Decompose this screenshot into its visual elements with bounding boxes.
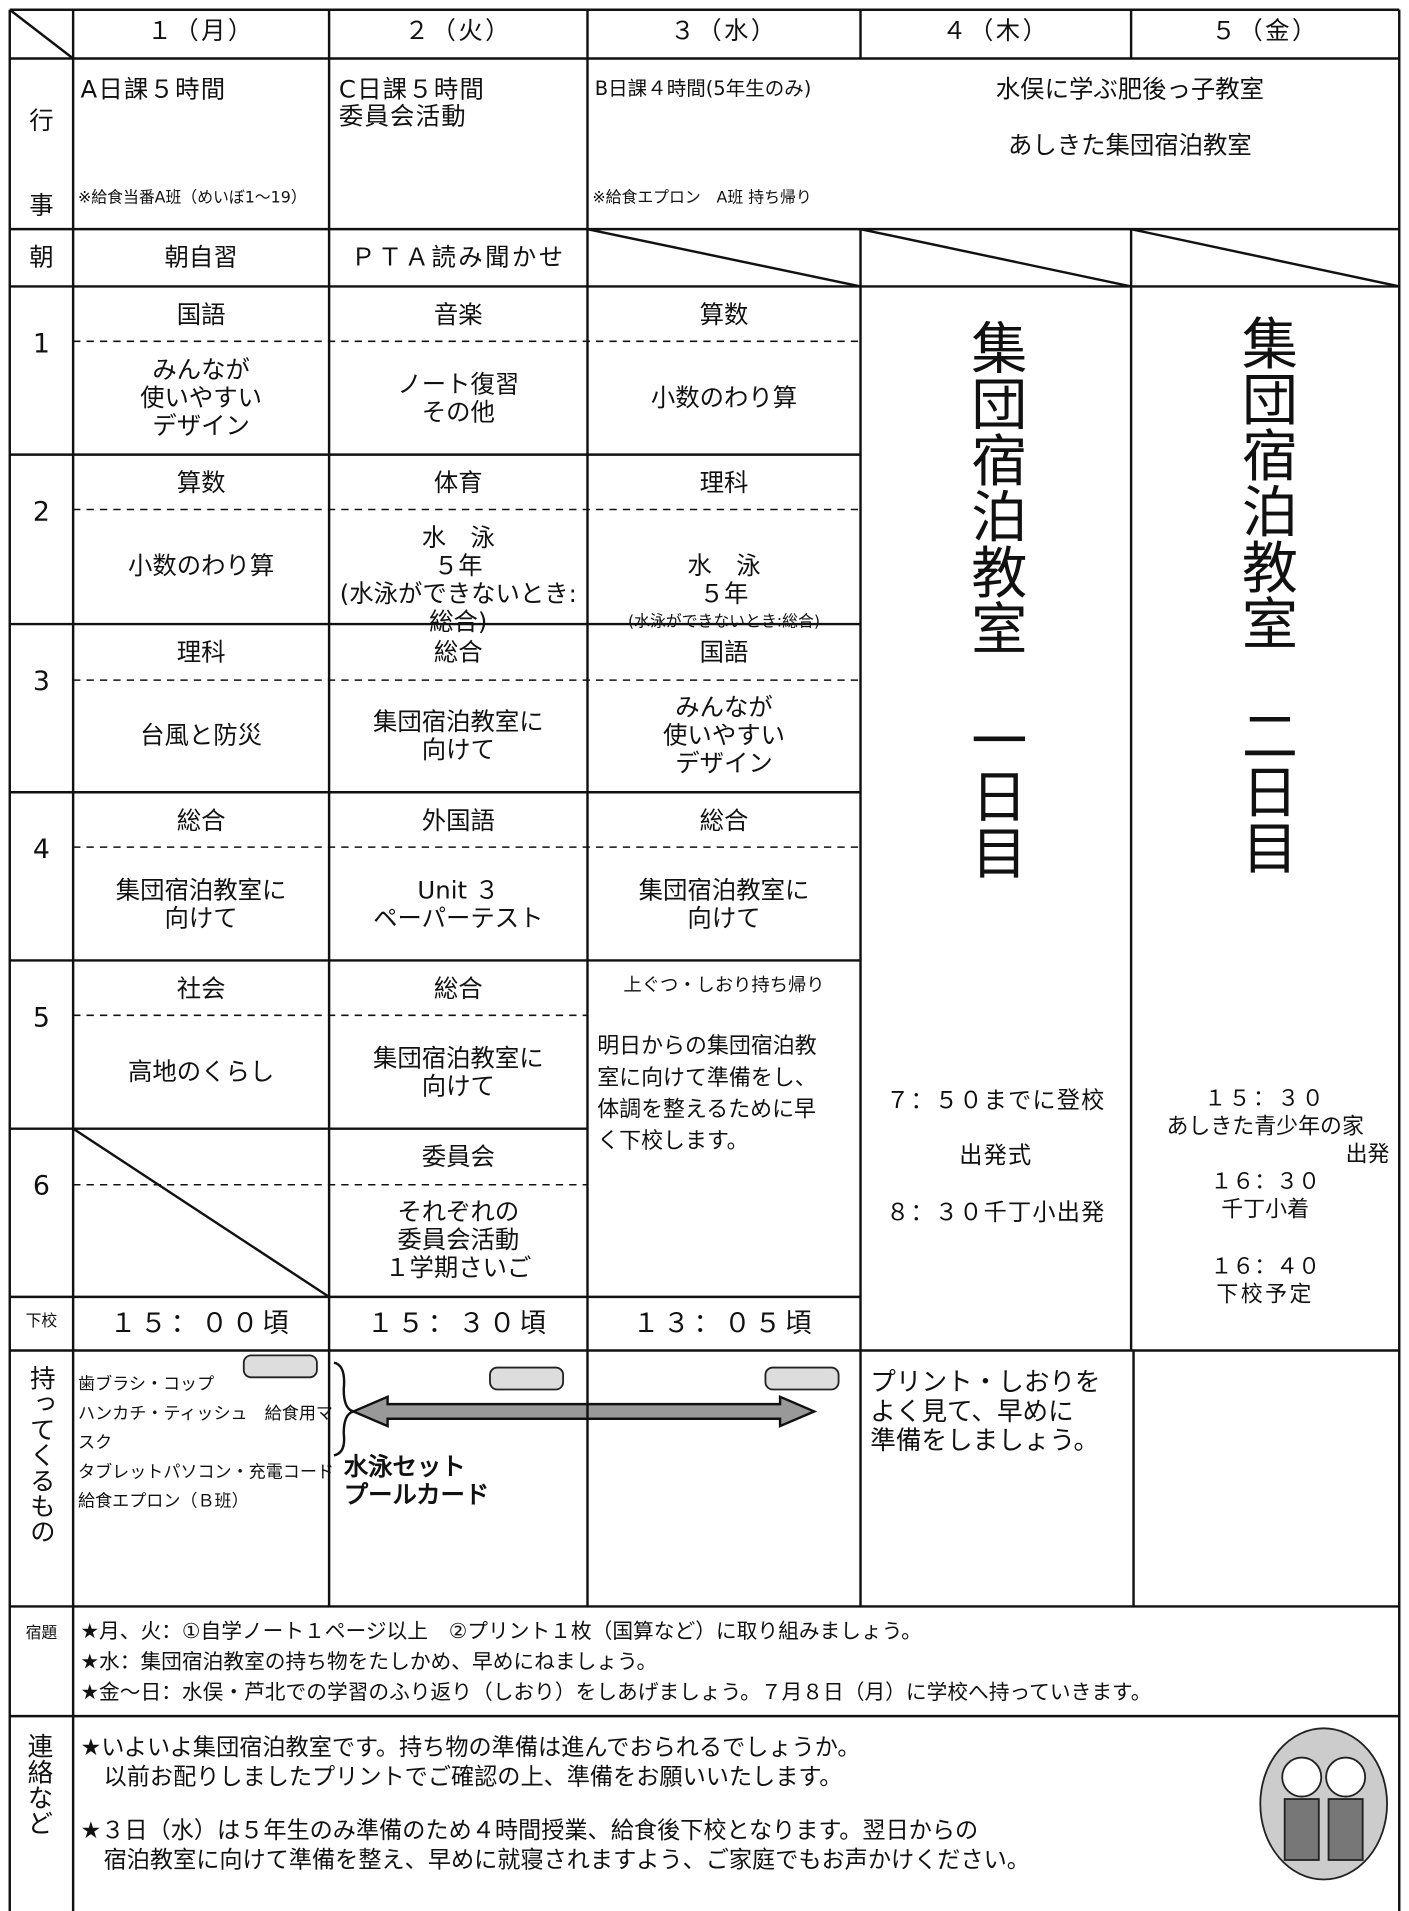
schedule: 千丁小着 bbox=[1221, 1196, 1310, 1223]
cell-text: ＰＴＡ読み聞かせ bbox=[351, 242, 566, 272]
content: 集団宿泊教室に 向けて bbox=[372, 706, 544, 764]
subject: 委員会 bbox=[421, 1142, 495, 1172]
schedule: １６：３０ bbox=[1210, 1168, 1321, 1195]
content: みんなが 使いやすい デザイン bbox=[663, 692, 785, 778]
vertical-title: 集団宿泊教室 二日目 bbox=[1233, 314, 1300, 876]
cell-text: 水泳セット プールカード bbox=[343, 1451, 490, 1509]
row-label: 連絡など bbox=[24, 1733, 54, 1836]
subject: 理科 bbox=[699, 468, 749, 498]
schedule: １６：４０ bbox=[1210, 1254, 1321, 1280]
period-label: 4 bbox=[32, 834, 50, 866]
illustration bbox=[242, 1354, 1388, 1881]
brace bbox=[333, 1361, 354, 1457]
subject: 体育 bbox=[433, 468, 483, 498]
content: 台風と防災 bbox=[140, 720, 263, 750]
period-label: 1 bbox=[32, 329, 50, 360]
cell-text: ★いよいよ集団宿泊教室です。持ち物の準備は進んでおられるでしょうか。 以前お配り… bbox=[80, 1734, 861, 1791]
subject: 算数 bbox=[176, 468, 226, 498]
vertical-title: 集団宿泊教室 一日目 bbox=[962, 319, 1029, 881]
content: みんなが 使いやすい デザイン bbox=[140, 354, 263, 441]
schedule: 下校予定 bbox=[1216, 1282, 1314, 1308]
content: それぞれの 委員会活動 １学期さいご bbox=[385, 1196, 532, 1283]
schedule: 出発 bbox=[1345, 1142, 1390, 1168]
content: 小数のわり算 bbox=[650, 382, 798, 412]
subject: 総合 bbox=[433, 637, 483, 667]
content: 小数のわり算 bbox=[127, 550, 275, 581]
cell-text: 朝自習 bbox=[164, 242, 238, 272]
grid-line bbox=[72, 1127, 330, 1298]
schedule: ７：５０までに登校 bbox=[886, 1087, 1106, 1115]
cell-text: C日課５時間 委員会活動 bbox=[338, 74, 486, 131]
schedule: 出発式 bbox=[959, 1142, 1033, 1169]
subject: 算数 bbox=[699, 299, 749, 330]
row-label: 事 bbox=[29, 190, 54, 220]
cell-text: A日課５時間 bbox=[80, 74, 227, 104]
day-header: ５（金） bbox=[1211, 15, 1319, 46]
cell-text: あしきた集団宿泊教室 bbox=[1007, 130, 1252, 160]
dismissal-time: １５：３０頃 bbox=[366, 1309, 550, 1340]
content: ノート復習 その他 bbox=[397, 368, 520, 426]
subject: 社会 bbox=[176, 973, 226, 1004]
grid-line bbox=[1130, 227, 1400, 288]
subject: 総合 bbox=[433, 973, 483, 1004]
cell-text: ※給食エプロン A班 持ち帰り bbox=[592, 188, 812, 208]
day-header: １（月） bbox=[147, 15, 255, 46]
schedule: １５：３０ bbox=[1204, 1086, 1327, 1112]
content: 高地のくらし bbox=[127, 1056, 275, 1087]
subject: 上ぐつ・しおり持ち帰り bbox=[623, 973, 825, 996]
subject: 外国語 bbox=[421, 805, 495, 835]
content: Unit ３ ペーパーテスト bbox=[373, 874, 544, 932]
content: 集団宿泊教室に 向けて bbox=[115, 874, 287, 932]
grid-line bbox=[9, 8, 74, 60]
grid-line bbox=[860, 227, 1132, 288]
content: 水 泳 ５年 (水泳ができないとき:総合) bbox=[339, 522, 577, 637]
row-label: 朝 bbox=[29, 242, 54, 272]
content: 明日からの集団宿泊教 室に向けて準備をし、 体調を整えるために早 く下校します。 bbox=[597, 1033, 817, 1155]
cell-text: ★水：集団宿泊教室の持ち物をたしかめ、早めにねましょう。 bbox=[80, 1650, 658, 1675]
row-label: 下校 bbox=[25, 1312, 58, 1331]
content: 水 泳 ５年 (水泳ができないとき:総合) bbox=[627, 550, 821, 632]
day-header: ２（火） bbox=[404, 15, 512, 46]
schedule: ８：３０千丁小出発 bbox=[886, 1199, 1106, 1227]
subject: 国語 bbox=[176, 299, 226, 330]
period-label: 6 bbox=[32, 1171, 50, 1202]
dismissal-time: １３：０５頃 bbox=[632, 1309, 816, 1340]
period-label: 2 bbox=[32, 497, 50, 528]
cell-text: 水俣に学ぶ肥後っ子教室 bbox=[995, 74, 1264, 104]
row-label: 宿題 bbox=[25, 1624, 58, 1644]
cell-text: プリント・しおりを よく見て、早めに 準備をしましょう。 bbox=[870, 1367, 1101, 1456]
row-label: 持ってくるもの bbox=[26, 1365, 57, 1545]
grid-line bbox=[587, 227, 861, 288]
dismissal-time: １５：００頃 bbox=[109, 1309, 293, 1340]
row-label: 行 bbox=[29, 106, 54, 136]
subject: 音楽 bbox=[433, 299, 483, 330]
subject: 理科 bbox=[176, 637, 226, 667]
subject: 国語 bbox=[699, 637, 749, 667]
day-header: ４（木） bbox=[942, 15, 1050, 46]
cell-text: ★金～日：水俣・芦北での学習のふり返り（しおり）をしあげましょう。７月８日（月）… bbox=[80, 1680, 1152, 1706]
cell-text: ※給食当番A班（めいぼ1～19） bbox=[78, 188, 307, 208]
period-label: 5 bbox=[32, 1003, 50, 1034]
subject: 総合 bbox=[699, 805, 749, 835]
content: 集団宿泊教室に 向けて bbox=[638, 874, 810, 932]
content: 集団宿泊教室に 向けて bbox=[372, 1042, 544, 1101]
day-header: ３（水） bbox=[670, 15, 778, 46]
subject: 総合 bbox=[176, 805, 226, 835]
cell-text: ★月、火：①自学ノート１ページ以上 ②プリント１枚（国算など）に取り組みましょう… bbox=[80, 1619, 922, 1645]
period-label: 3 bbox=[32, 666, 50, 698]
arrow bbox=[350, 1394, 818, 1428]
cell-text: 歯ブラシ・コップ ハンカチ・ティッシュ 給食用マスク タブレットパソコン・充電コ… bbox=[78, 1374, 334, 1512]
cell-text: B日課４時間(5年生のみ) bbox=[594, 76, 812, 100]
cell-text: ★３日（水）は５年生のみ準備のため４時間授業、給食後下校となります。翌日からの … bbox=[80, 1817, 1030, 1874]
schedule: あしきた青少年の家 bbox=[1166, 1114, 1364, 1140]
